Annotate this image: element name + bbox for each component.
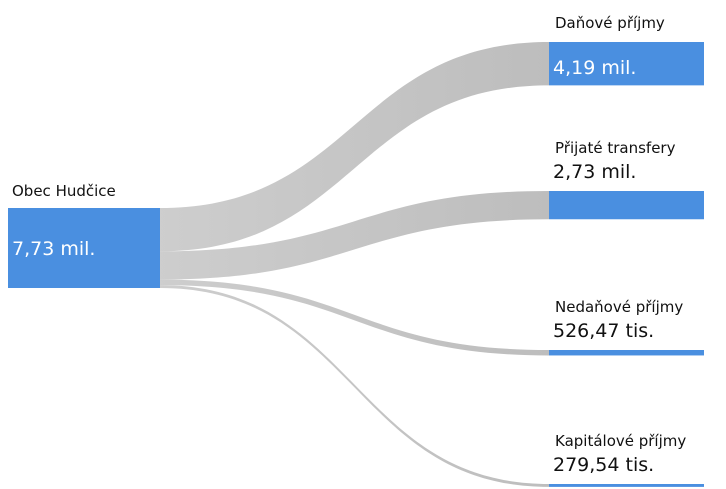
target-value: 526,47 tis. bbox=[553, 320, 654, 342]
target-node bbox=[549, 350, 704, 356]
target-node bbox=[549, 191, 704, 220]
target-name: Daňové příjmy bbox=[555, 14, 665, 32]
target-name: Nedaňové příjmy bbox=[555, 298, 683, 316]
target-node bbox=[549, 484, 704, 487]
source-node bbox=[8, 208, 160, 288]
target-value: 279,54 tis. bbox=[553, 454, 654, 476]
source-value: 7,73 mil. bbox=[12, 238, 95, 260]
links bbox=[160, 42, 549, 487]
link bbox=[160, 42, 549, 252]
target-node bbox=[549, 42, 704, 86]
target-value: 4,19 mil. bbox=[553, 57, 636, 79]
link bbox=[160, 279, 549, 356]
link bbox=[160, 285, 549, 487]
target-name: Kapitálové příjmy bbox=[555, 432, 686, 450]
link bbox=[160, 191, 549, 280]
target-name: Přijaté transfery bbox=[555, 139, 676, 157]
source-name: Obec Hudčice bbox=[12, 182, 116, 200]
target-value: 2,73 mil. bbox=[553, 161, 636, 183]
nodes: Obec Hudčice 7,73 mil. Daňové příjmy 4,19 m… bbox=[8, 14, 704, 487]
